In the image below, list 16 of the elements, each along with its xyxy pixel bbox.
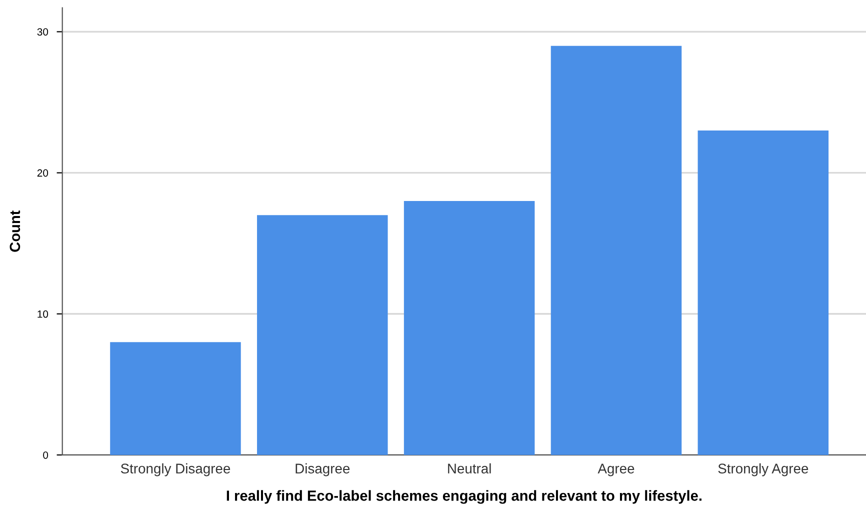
x-tick-label: Agree bbox=[598, 464, 634, 476]
bar bbox=[404, 201, 535, 455]
y-tick-label: 30 bbox=[37, 28, 48, 36]
bar bbox=[698, 130, 829, 455]
x-tick-label: Strongly Disagree bbox=[120, 463, 230, 476]
x-axis-title: I really find Eco-label schemes engaging and relevant to my lifestyle. bbox=[226, 490, 702, 504]
y-tick-label: 0 bbox=[43, 451, 48, 459]
bar bbox=[110, 342, 241, 455]
bar bbox=[550, 46, 682, 455]
x-tick-label: Strongly Agree bbox=[718, 463, 808, 476]
bar bbox=[257, 215, 388, 455]
y-axis-title: Count bbox=[10, 210, 20, 252]
y-tick-label: 20 bbox=[37, 169, 48, 177]
x-tick-label: Neutral bbox=[448, 463, 491, 474]
x-tick-label: Disagree bbox=[296, 463, 350, 476]
y-tick-label: 10 bbox=[38, 310, 48, 318]
